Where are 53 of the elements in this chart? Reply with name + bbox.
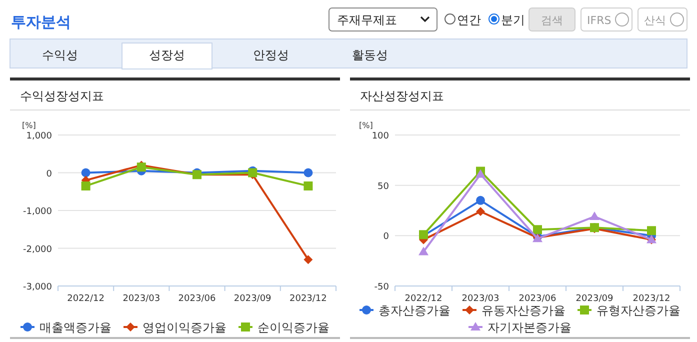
y-tick-label: 1,000 [26,132,52,142]
point [304,181,313,190]
x-tick-label: 2023/06 [518,294,556,304]
x-tick-label: 2023/06 [178,294,216,304]
chart-title: 수익성장성지표 [20,89,104,103]
point [304,168,313,178]
text: 활동성 [352,48,388,62]
y-axis-title: [%] [22,121,36,130]
y-tick-label: 0 [46,169,52,180]
x-tick-label: 2023/03 [462,294,500,304]
x-tick-label: 2023/09 [234,294,272,304]
point [476,207,485,216]
x-tick-label: 2022/12 [67,294,104,304]
y-tick-label: 100 [372,132,390,142]
text: 투자분석 [11,13,71,31]
text: 주재무제표 [337,13,397,27]
x-tick-label: 2022/12 [404,294,442,304]
legend-label: 유동자산증가율 [482,304,566,318]
x-tick-label: 2023/12 [290,294,327,304]
point [304,255,313,264]
point [81,168,90,178]
point [476,196,485,205]
legend-label: 자기자본증가율 [488,320,572,334]
y-tick-label: 50 [378,182,390,192]
point [418,246,428,256]
legend-label: 영업이익증가율 [142,320,226,334]
chart-title: 자산성장성지표 [360,89,444,103]
text: 검색 [541,14,563,27]
legend-label: 매출액증가율 [40,320,112,334]
point [476,169,486,178]
text: 산식 [644,14,666,27]
y-tick-label: -2,000 [22,244,52,255]
x-tick-label: 2023/09 [576,294,614,304]
text: IFRS [587,14,612,27]
text: 수익성 [42,48,78,62]
point [590,212,600,220]
y-tick-label: -50 [374,282,390,292]
text: 성장성 [149,48,185,62]
text: 안정성 [253,48,289,62]
point [647,226,656,236]
point [533,225,542,234]
text: 연간 [457,13,481,27]
y-tick-label: 0 [383,232,390,242]
y-tick-label: -3,000 [22,282,52,292]
y-axis-title: [%] [359,121,373,130]
point [81,181,90,190]
legend-label: 총자산증가율 [378,304,450,318]
y-tick-label: -1,000 [22,207,52,217]
legend-label: 순이익증가율 [258,320,330,334]
text: 분기 [501,13,525,27]
x-tick-label: 2023/03 [122,294,160,304]
x-tick-label: 2023/12 [632,294,670,304]
legend-label: 유형자산증가율 [596,304,680,318]
